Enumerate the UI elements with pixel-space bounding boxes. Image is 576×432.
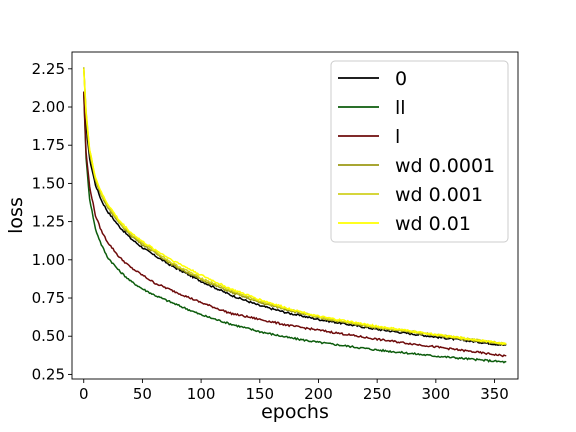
x-tick-label: 0 [79, 385, 89, 403]
plot-frame [71, 51, 519, 380]
y-tick-label: 1.50 [32, 174, 65, 192]
y-tick-label: 1.00 [32, 251, 65, 269]
x-tick-label: 150 [245, 385, 274, 403]
legend-entry-label: wd 0.01 [395, 213, 471, 235]
y-tick-label: 0.75 [32, 289, 65, 307]
y-axis-label: loss [5, 197, 27, 234]
y-tick-label: 2.00 [32, 98, 65, 116]
legend-entry-label: wd 0.0001 [395, 155, 495, 177]
y-tick-label: 0.50 [32, 327, 65, 345]
y-tick-label: 1.25 [32, 213, 65, 231]
x-tick-label: 100 [187, 385, 216, 403]
legend-entry-label: l [395, 126, 400, 148]
series-layer [82, 67, 507, 364]
series-line [82, 68, 507, 346]
x-tick-label: 300 [422, 385, 451, 403]
x-axis-label: epochs [261, 401, 329, 423]
y-tick-label: 0.25 [32, 365, 65, 383]
x-tick-label: 50 [133, 385, 152, 403]
x-tick-label: 200 [304, 385, 333, 403]
y-axis-ticks: 0.25 0.50 0.75 1.00 1.25 1.50 1.75 2.00 2.25 [32, 60, 72, 383]
y-tick-label: 1.75 [32, 136, 65, 154]
legend-entry-label: wd 0.001 [395, 184, 483, 206]
x-axis-ticks: 0 50 100 150 200 250 300 350 [79, 379, 509, 403]
x-tick-label: 350 [480, 385, 509, 403]
y-tick-label: 2.25 [32, 60, 65, 78]
legend-entry-label: ll [395, 97, 406, 119]
x-tick-label: 250 [363, 385, 392, 403]
legend-entry-label: 0 [395, 68, 407, 90]
series-line [82, 91, 507, 364]
series-line [82, 91, 507, 358]
series-line [82, 91, 507, 347]
